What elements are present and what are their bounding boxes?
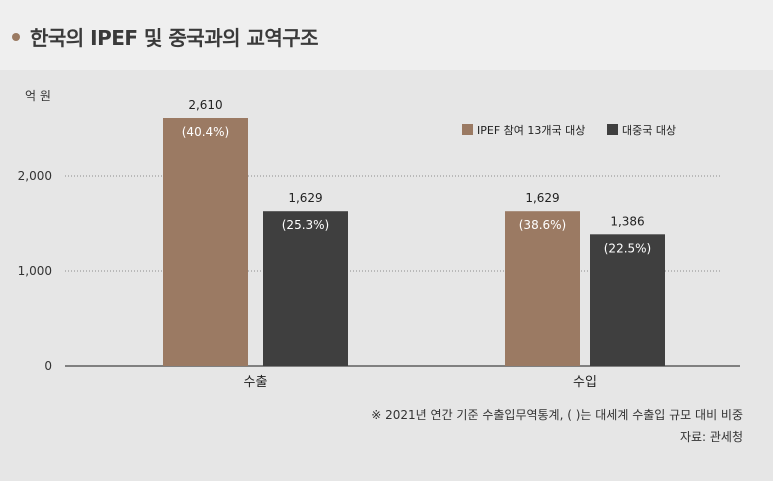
bar-value-label: 1,629 [288, 191, 322, 205]
x-category-label: 수입 [573, 375, 597, 390]
bar-ipef-export [163, 118, 248, 366]
bar-china-export [263, 211, 348, 366]
chart-panel: 억 원 0 1,000 2,000 2,610 (40.4%) 1,629 (25.3%) 1,… [0, 70, 773, 481]
title-row: 한국의 IPEF 및 중국과의 교역구조 [12, 22, 319, 51]
footnote: ※ 2021년 연간 기준 수출입무역통계, ( )는 대세계 수출입 규모 대… [371, 408, 743, 422]
bar-value-label: 1,386 [610, 214, 644, 228]
page-title: 한국의 IPEF 및 중국과의 교역구조 [30, 26, 319, 50]
y-axis-unit: 억 원 [25, 89, 51, 103]
bar-share-label: (22.5%) [604, 241, 651, 255]
legend-swatch [607, 124, 618, 135]
bar-china-import [590, 234, 665, 366]
bullet-icon [12, 32, 20, 41]
y-tick-label: 1,000 [18, 264, 52, 278]
bar-ipef-import [505, 211, 580, 366]
bar-share-label: (38.6%) [519, 218, 566, 232]
x-category-label: 수출 [244, 375, 268, 390]
legend-swatch [462, 124, 473, 135]
legend-label: IPEF 참여 13개국 대상 [477, 124, 585, 137]
y-tick-label: 0 [44, 359, 52, 373]
bar-share-label: (40.4%) [182, 125, 229, 139]
bar-share-label: (25.3%) [282, 218, 329, 232]
y-tick-label: 2,000 [18, 169, 52, 183]
bar-value-label: 2,610 [188, 98, 222, 112]
legend-label: 대중국 대상 [622, 124, 676, 137]
bar-value-label: 1,629 [525, 191, 559, 205]
bar-chart: 억 원 0 1,000 2,000 2,610 (40.4%) 1,629 (25.3%) 1,… [18, 89, 740, 390]
source-note: 자료: 관세청 [679, 430, 743, 444]
